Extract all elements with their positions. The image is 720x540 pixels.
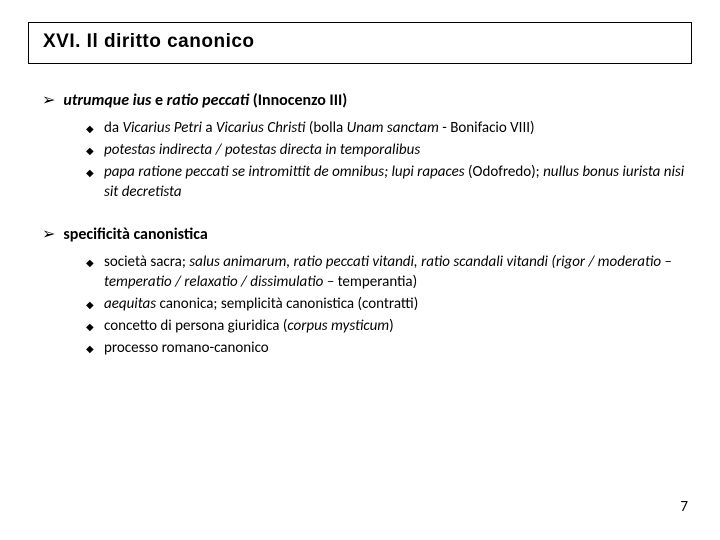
text-run: società sacra;: [104, 253, 189, 271]
list-item: aequitas canonica; semplicità canonistic…: [86, 294, 692, 314]
text-run: ratio peccati: [167, 91, 249, 110]
text-run: canonica; semplicità canonistica (contra…: [156, 295, 418, 313]
list-item: da Vicarius Petri a Vicarius Christi (bo…: [86, 118, 692, 138]
section-heading: ➢ specificità canonistica: [42, 224, 692, 246]
slide: XVI. Il diritto canonico ➢ utrumque ius e…: [0, 0, 720, 540]
list-item: processo romano-canonico: [86, 338, 692, 358]
text-run: concetto di persona giuridica (: [104, 317, 287, 335]
text-run: da: [104, 119, 122, 137]
chevron-icon: ➢: [42, 224, 55, 246]
list-item: società sacra; salus animarum, ratio pec…: [86, 252, 692, 292]
text-run: - Bonifacio VIII): [439, 119, 535, 137]
list-item: potestas indirecta / potestas directa in…: [86, 140, 692, 160]
text-run: aequitas: [104, 295, 156, 313]
text-run: processo romano-canonico: [104, 339, 269, 357]
text-run: Unam sanctam: [347, 119, 439, 137]
section-title: specificità canonistica: [63, 224, 207, 246]
section: ➢ utrumque ius e ratio peccati (Innocenzo…: [28, 90, 692, 202]
text-run: e: [151, 91, 166, 110]
text-run: potestas indirecta / potestas directa in…: [104, 141, 420, 159]
text-run: corpus mysticum: [287, 317, 389, 335]
bullet-list: società sacra; salus animarum, ratio pec…: [42, 252, 692, 358]
bullet-list: da Vicarius Petri a Vicarius Christi (bo…: [42, 118, 692, 202]
text-run: (Innocenzo III): [249, 91, 347, 110]
text-run: Vicarius Petri: [122, 119, 201, 137]
text-run: (Odofredo);: [468, 163, 543, 181]
text-run: utrumque ius: [63, 91, 151, 110]
text-run: ): [389, 317, 394, 335]
section-heading: ➢ utrumque ius e ratio peccati (Innocenzo…: [42, 90, 692, 112]
section-title: utrumque ius e ratio peccati (Innocenzo …: [63, 90, 347, 112]
chevron-icon: ➢: [42, 90, 55, 112]
text-run: specificità canonistica: [63, 225, 207, 244]
title-box: XVI. Il diritto canonico: [28, 22, 692, 64]
page-title: XVI. Il diritto canonico: [43, 31, 677, 53]
text-run: temperantia): [338, 273, 418, 291]
section: ➢ specificità canonistica società sacra; s…: [28, 224, 692, 358]
content-area: ➢ utrumque ius e ratio peccati (Innocenzo…: [28, 90, 692, 358]
text-run: (bolla: [305, 119, 346, 137]
text-run: papa ratione peccati se intromittit de o…: [104, 163, 468, 181]
page-number: 7: [680, 498, 688, 516]
list-item: concetto di persona giuridica (corpus my…: [86, 316, 692, 336]
text-run: a: [202, 119, 216, 137]
text-run: Vicarius Christi: [216, 119, 306, 137]
list-item: papa ratione peccati se intromittit de o…: [86, 162, 692, 202]
